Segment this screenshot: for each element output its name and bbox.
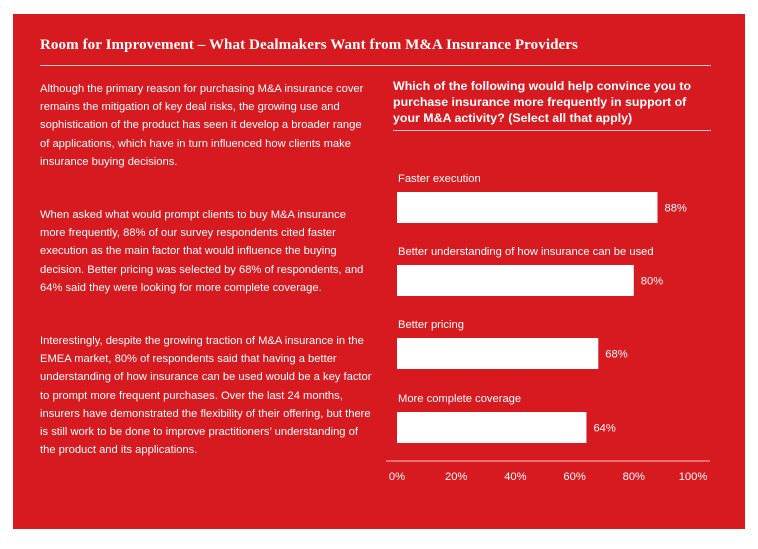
value-label: 64% (593, 423, 615, 435)
category-label: Better pricing (398, 319, 464, 331)
infographic-panel: Room for Improvement – What Dealmakers W… (13, 14, 745, 529)
bar (397, 192, 658, 223)
value-label: 68% (605, 349, 627, 361)
bar (397, 265, 634, 296)
body-paragraph-3: Interestingly, despite the growing tract… (40, 335, 372, 457)
category-label: More complete coverage (398, 393, 521, 405)
x-tick-label: 100% (679, 471, 708, 483)
x-tick-label: 80% (623, 471, 645, 483)
question-divider (393, 130, 711, 131)
category-label: Faster execution (398, 173, 481, 185)
x-tick-label: 60% (563, 471, 585, 483)
chart-question: Which of the following would help convin… (393, 79, 692, 125)
x-tick-label: 20% (445, 471, 467, 483)
page-title: Room for Improvement – What Dealmakers W… (40, 37, 578, 53)
x-tick-label: 0% (389, 471, 405, 483)
title-divider (40, 65, 711, 66)
bar (397, 338, 599, 369)
x-tick-label: 40% (504, 471, 526, 483)
body-paragraph-1: Although the primary reason for purchasi… (40, 83, 364, 168)
value-label: 88% (664, 203, 686, 215)
bar (397, 412, 587, 443)
bar-chart: Faster execution 88% Better understanding … (386, 173, 710, 483)
category-label: Better understanding of how insurance ca… (398, 246, 654, 258)
body-paragraph-2: When asked what would prompt clients to … (40, 209, 364, 294)
value-label: 80% (641, 276, 663, 288)
